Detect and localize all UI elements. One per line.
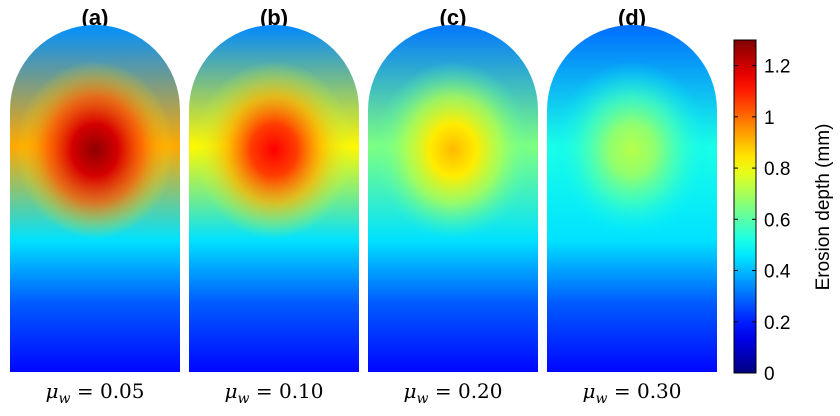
panel-d: (d) μw = 0.30: [547, 5, 717, 407]
panel-b-caption: μw = 0.10: [225, 379, 324, 407]
colorbar-ticks: 0 0.2 0.4 0.6 0.8 1 1.2: [734, 57, 791, 385]
panel-b: (b) μw = 0.10: [189, 5, 359, 407]
colorbar-tick-label: 1.2: [764, 57, 790, 78]
panel-d-caption: μw = 0.30: [583, 379, 682, 407]
colorbar-title: Erosion depth (mm): [813, 124, 834, 291]
colorbar-tick-label: 0.2: [764, 313, 790, 334]
colorbar-tick-label: 0.6: [764, 210, 790, 231]
colorbar-tick-label: 0: [764, 364, 775, 385]
panel-c-hotspot: [368, 25, 538, 372]
colorbar-gradient: [733, 39, 757, 374]
panel-c-caption: μw = 0.20: [404, 379, 503, 407]
panel-a-caption: μw = 0.05: [46, 379, 145, 407]
panel-b-hotspot: [189, 25, 359, 372]
colorbar-tick-label: 0.8: [764, 159, 790, 180]
colorbar-tick-label: 0.4: [764, 262, 791, 283]
panel-d-hotspot: [547, 25, 717, 372]
colorbar: 0 0.2 0.4 0.6 0.8 1 1.2 Erosion depth (mm): [733, 39, 834, 385]
panel-a-hotspot: [10, 25, 180, 372]
panel-a: (a) μw = 0.05: [10, 5, 180, 407]
panel-c: (c) μw = 0.20: [368, 5, 538, 407]
panels: (a) μw = 0.05 (b) μw = 0.10 (c) μw = 0.2…: [10, 5, 717, 407]
colorbar-tick-label: 1: [764, 108, 775, 129]
